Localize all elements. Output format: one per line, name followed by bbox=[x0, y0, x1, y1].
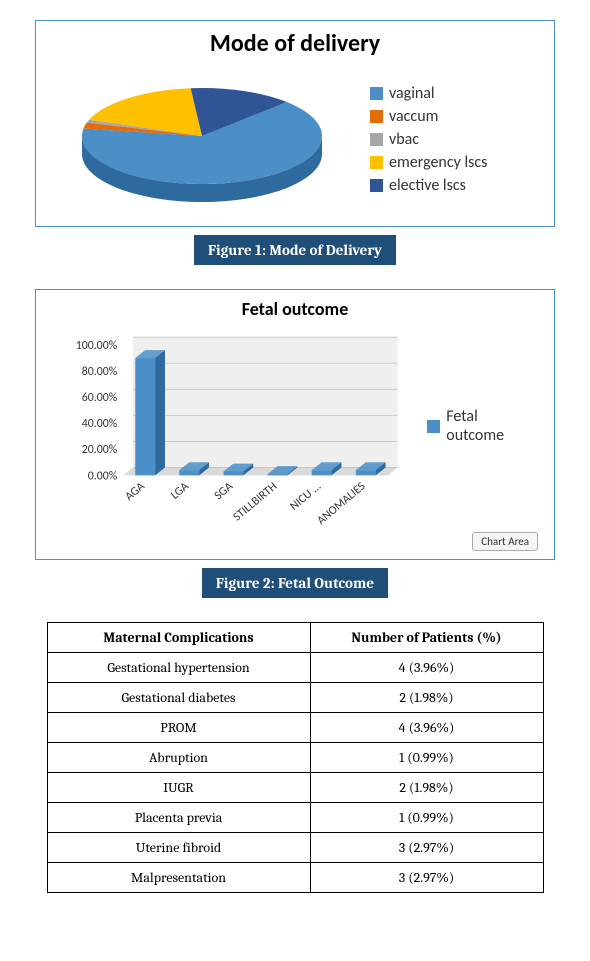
legend-item: elective lscs bbox=[370, 176, 487, 195]
table-col-header: Maternal Complications bbox=[47, 623, 310, 653]
table-cell: IUGR bbox=[47, 773, 310, 803]
legend-item-fetal-outcome: Fetal outcome bbox=[427, 407, 538, 445]
table-cell: 3 (2.97%) bbox=[310, 833, 543, 863]
legend-swatch bbox=[370, 110, 383, 123]
table-cell: 2 (1.98%) bbox=[310, 683, 543, 713]
table-header-row: Maternal Complications Number of Patient… bbox=[47, 623, 543, 653]
table-cell: Uterine fibroid bbox=[47, 833, 310, 863]
figure1-box: Mode of delivery vaginal vaccum vbac emerge… bbox=[35, 20, 555, 227]
table-cell: 1 (0.99%) bbox=[310, 743, 543, 773]
table-row: Abruption1 (0.99%) bbox=[47, 743, 543, 773]
figure1-legend: vaginal vaccum vbac emergency lscs elective … bbox=[370, 80, 487, 199]
legend-swatch bbox=[370, 179, 383, 192]
table-row: Uterine fibroid3 (2.97%) bbox=[47, 833, 543, 863]
legend-item: vbac bbox=[370, 130, 487, 149]
y-tick-label: 100.00% bbox=[76, 339, 118, 353]
x-tick-label: ANOMALIES bbox=[315, 479, 369, 526]
legend-label: emergency lscs bbox=[389, 153, 487, 172]
figure1-body: vaginal vaccum vbac emergency lscs elective … bbox=[46, 58, 544, 216]
bar-chart-svg: 0.00% 20.00% 40.00% 60.00% 80.00% 100.00% AGA L… bbox=[52, 326, 417, 526]
figure1-caption: Figure 1: Mode of Delivery bbox=[194, 235, 396, 265]
y-tick-label: 20.00% bbox=[82, 443, 118, 457]
x-tick-label: NICU ... bbox=[287, 480, 324, 514]
table-cell: Placenta previa bbox=[47, 803, 310, 833]
legend-label: vbac bbox=[389, 130, 419, 149]
legend-item: vaccum bbox=[370, 107, 487, 126]
y-tick-label: 0.00% bbox=[88, 469, 118, 483]
legend-label: vaccum bbox=[389, 107, 438, 126]
figure2-box: Fetal outcome 0.00% 20.00% 40.00% 60.00% 80.… bbox=[35, 289, 555, 560]
figure2-body: 0.00% 20.00% 40.00% 60.00% 80.00% 100.00% AGA L… bbox=[46, 320, 544, 555]
table-row: Gestational diabetes2 (1.98%) bbox=[47, 683, 543, 713]
legend-label: Fetal outcome bbox=[446, 407, 538, 445]
figure2-caption: Figure 2: Fetal Outcome bbox=[202, 568, 388, 598]
pie-chart-svg bbox=[52, 64, 352, 214]
legend-label: vaginal bbox=[389, 84, 435, 103]
table-col-header: Number of Patients (%) bbox=[310, 623, 543, 653]
chart-area-button[interactable]: Chart Area bbox=[472, 532, 538, 551]
legend-swatch bbox=[427, 420, 440, 433]
figure2-legend: Fetal outcome bbox=[427, 403, 538, 449]
table-cell: 3 (2.97%) bbox=[310, 863, 543, 893]
table-cell: 4 (3.96%) bbox=[310, 713, 543, 743]
legend-label: elective lscs bbox=[389, 176, 466, 195]
x-tick-label: LGA bbox=[168, 479, 192, 502]
legend-item: emergency lscs bbox=[370, 153, 487, 172]
x-tick-label: AGA bbox=[123, 479, 148, 503]
table-cell: Gestational diabetes bbox=[47, 683, 310, 713]
y-tick-label: 60.00% bbox=[82, 391, 118, 405]
y-tick-label: 80.00% bbox=[82, 365, 118, 379]
table-cell: 4 (3.96%) bbox=[310, 653, 543, 683]
table-cell: Gestational hypertension bbox=[47, 653, 310, 683]
x-tick-label: STILLBIRTH bbox=[231, 480, 281, 525]
x-tick-label: SGA bbox=[212, 479, 236, 503]
legend-swatch bbox=[370, 87, 383, 100]
table-cell: 2 (1.98%) bbox=[310, 773, 543, 803]
table-cell: PROM bbox=[47, 713, 310, 743]
figure2-title: Fetal outcome bbox=[46, 298, 544, 320]
y-tick-label: 40.00% bbox=[82, 417, 118, 431]
legend-swatch bbox=[370, 156, 383, 169]
table-cell: Malpresentation bbox=[47, 863, 310, 893]
table-row: Malpresentation3 (2.97%) bbox=[47, 863, 543, 893]
table-cell: 1 (0.99%) bbox=[310, 803, 543, 833]
legend-item: vaginal bbox=[370, 84, 487, 103]
table-row: IUGR2 (1.98%) bbox=[47, 773, 543, 803]
figure1-title: Mode of delivery bbox=[46, 29, 544, 58]
table-cell: Abruption bbox=[47, 743, 310, 773]
legend-swatch bbox=[370, 133, 383, 146]
table-row: PROM4 (3.96%) bbox=[47, 713, 543, 743]
table-row: Gestational hypertension4 (3.96%) bbox=[47, 653, 543, 683]
complications-table: Maternal Complications Number of Patient… bbox=[47, 622, 544, 893]
table-row: Placenta previa1 (0.99%) bbox=[47, 803, 543, 833]
